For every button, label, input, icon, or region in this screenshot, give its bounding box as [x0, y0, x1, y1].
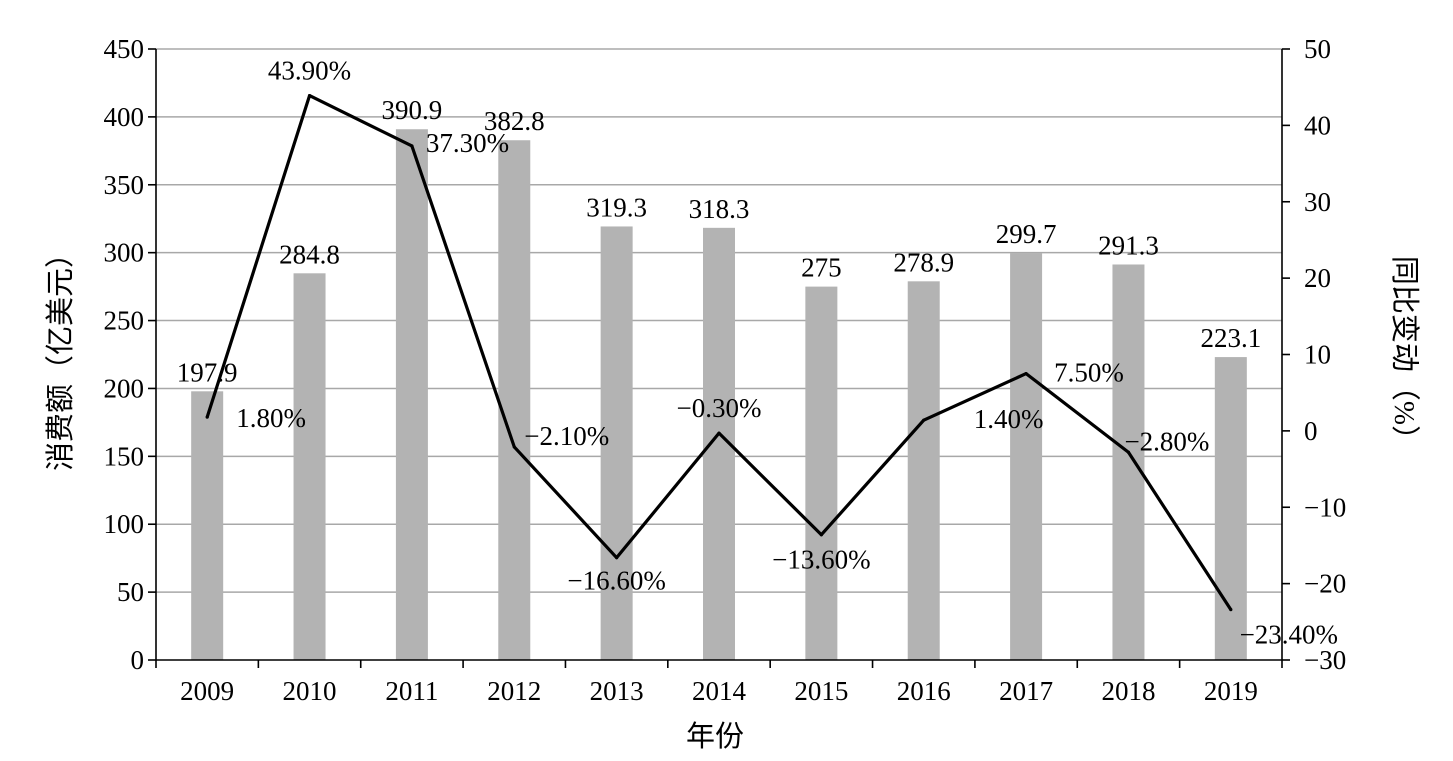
bar-data-label: 318.3 — [689, 194, 750, 224]
y-tick-label-right: 40 — [1304, 110, 1331, 140]
bar-data-label: 390.9 — [382, 95, 443, 125]
x-tick-label: 2019 — [1204, 676, 1258, 706]
line-data-label: 1.80% — [236, 403, 306, 433]
line-series — [205, 93, 1233, 612]
bar — [1214, 357, 1247, 660]
line-point — [1126, 450, 1131, 454]
y-tick-label-left: 400 — [104, 102, 145, 132]
x-tick-label: 2010 — [283, 676, 337, 706]
axes — [148, 48, 1290, 668]
line-point — [615, 556, 619, 560]
bar — [395, 129, 428, 661]
line-data-label: −16.60% — [567, 566, 665, 596]
y-tick-label-left: 100 — [104, 509, 145, 539]
y-tick-label-left: 300 — [104, 238, 145, 268]
bar — [293, 273, 326, 660]
x-tick-label: 2011 — [385, 676, 438, 706]
bar — [805, 286, 838, 660]
tick-labels: 0 50 100 150 200 250 300 350 400 450 −30 −20 −10 0 10 2… — [104, 34, 1347, 706]
bar-data-label: 275 — [801, 253, 842, 283]
line-data-label: −0.30% — [677, 393, 762, 423]
bar — [498, 140, 531, 660]
line-point — [922, 418, 926, 422]
y-tick-label-left: 250 — [104, 306, 145, 336]
y-tick-label-right: 0 — [1304, 416, 1318, 446]
bar-data-label: 197.9 — [177, 357, 238, 387]
y-tick-label-right: 10 — [1304, 340, 1331, 370]
y-tick-label-right: 50 — [1304, 34, 1331, 64]
x-tick-label: 2012 — [487, 676, 541, 706]
line-point — [512, 445, 516, 449]
bar-data-label: 291.3 — [1098, 230, 1159, 260]
y-axis-title-right: 同比变动（%） — [1388, 256, 1421, 454]
y-tick-label-right: −30 — [1304, 645, 1346, 675]
x-tick-label: 2018 — [1101, 676, 1155, 706]
y-tick-label-left: 0 — [131, 645, 145, 675]
bar-data-label: 278.9 — [893, 247, 954, 277]
line-data-label: −13.60% — [772, 545, 870, 575]
line-point — [205, 415, 209, 419]
bar-data-label: 319.3 — [586, 192, 647, 222]
y-tick-label-right: 30 — [1304, 187, 1331, 217]
y-tick-label-left: 50 — [117, 577, 144, 607]
line-point — [717, 431, 721, 435]
x-tick-label: 2015 — [794, 676, 848, 706]
y-tick-label-left: 450 — [104, 34, 145, 64]
line-data-label: −2.10% — [524, 421, 609, 451]
line-point — [1024, 371, 1028, 376]
line-data-label: 43.90% — [268, 56, 351, 86]
line-data-label: 7.50% — [1054, 358, 1124, 388]
y-tick-label-right: −20 — [1304, 569, 1346, 599]
x-tick-label: 2013 — [590, 676, 644, 706]
bar — [1010, 253, 1043, 660]
line-data-label: 1.40% — [974, 404, 1044, 434]
line-point — [307, 93, 312, 98]
x-tick-label: 2014 — [692, 676, 747, 706]
y-tick-label-left: 150 — [104, 441, 145, 471]
bar-data-label: 382.8 — [484, 106, 545, 136]
line-data-labels: 1.80% 43.90% 37.30% −2.10% −16.60% −0.30% −13.… — [236, 56, 1338, 650]
y-tick-label-left: 350 — [104, 170, 145, 200]
bar — [907, 281, 940, 660]
bar — [191, 391, 224, 660]
x-axis-title: 年份 — [686, 720, 744, 753]
x-tick-label: 2009 — [180, 676, 234, 706]
line-data-label: 37.30% — [426, 128, 509, 158]
bar-data-label: 284.8 — [279, 239, 340, 269]
line-data-label: −2.80% — [1124, 426, 1209, 456]
x-tick-label: 2017 — [999, 676, 1053, 706]
y-tick-label-right: 20 — [1304, 263, 1331, 293]
y-tick-label-right: −10 — [1304, 492, 1346, 522]
bar — [1112, 264, 1145, 660]
line-data-label: −23.40% — [1240, 620, 1338, 650]
y-axis-title-left: 消费额（亿美元） — [44, 239, 77, 471]
bar-data-label: 299.7 — [996, 219, 1057, 249]
bar-data-labels: 197.9 284.8 390.9 382.8 319.3 318.3 275 278.9 29… — [177, 95, 1261, 387]
line-point — [410, 144, 414, 148]
bar-data-label: 223.1 — [1200, 323, 1261, 353]
line-point — [819, 533, 823, 537]
y-tick-label-left: 200 — [104, 373, 145, 403]
x-tick-label: 2016 — [897, 676, 951, 706]
bar — [600, 226, 633, 661]
line-point — [1229, 607, 1233, 612]
